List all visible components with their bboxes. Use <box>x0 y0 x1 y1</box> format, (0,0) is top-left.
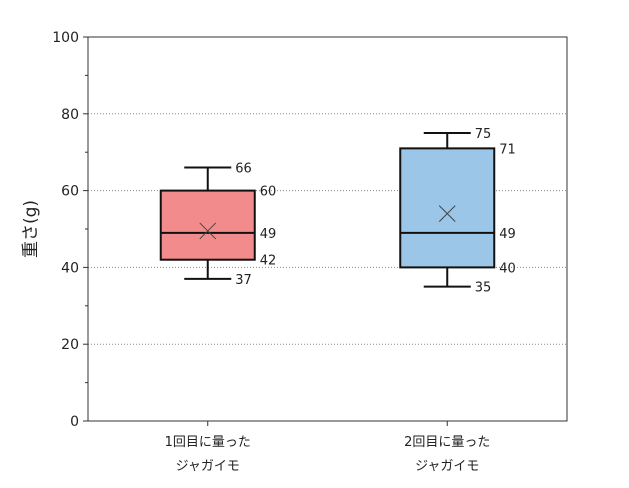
y-tick-label-0: 0 <box>70 414 79 430</box>
box-1-iqr <box>159 189 256 261</box>
box-2: 75 71 49 40 35 <box>399 127 516 296</box>
y-tick-label-20: 20 <box>61 337 79 353</box>
box-2-median-label: 49 <box>499 227 516 242</box>
x-tick-label-2-line2: ジャガイモ <box>415 459 479 474</box>
box-1-min-label: 37 <box>235 273 252 288</box>
box-1-q3-label: 60 <box>260 185 277 200</box>
box-1-max-label: 66 <box>235 162 252 177</box>
x-tick-label-2-line1: 2回目に量った <box>404 435 490 450</box>
box-2-max-label: 75 <box>475 127 492 142</box>
x-tick-label-1-line2: ジャガイモ <box>176 459 240 474</box>
box-1-mean-marker <box>199 222 217 240</box>
box-1-q1-label: 42 <box>260 254 277 269</box>
box-2-q3-label: 71 <box>499 142 516 157</box>
y-axis-title: 重さ(g) <box>21 200 41 258</box>
box-2-q1-label: 40 <box>499 261 516 276</box>
y-tick-label-40: 40 <box>61 260 79 276</box>
y-tick-label-80: 80 <box>61 107 79 123</box>
y-axis: 0 20 40 60 80 100 <box>52 30 88 430</box>
y-tick-label-60: 60 <box>61 184 79 200</box>
box-1: 66 60 49 42 37 <box>159 162 277 288</box>
boxes: 66 60 49 42 37 75 71 49 40 35 <box>159 127 516 296</box>
x-tick-label-1-line1: 1回目に量った <box>165 435 251 450</box>
box-2-iqr <box>399 147 496 269</box>
y-tick-label-100: 100 <box>52 30 79 46</box>
box-2-min-label: 35 <box>475 281 492 296</box>
box-2-mean-marker <box>438 205 456 222</box>
box-1-median-label: 49 <box>260 227 277 242</box>
